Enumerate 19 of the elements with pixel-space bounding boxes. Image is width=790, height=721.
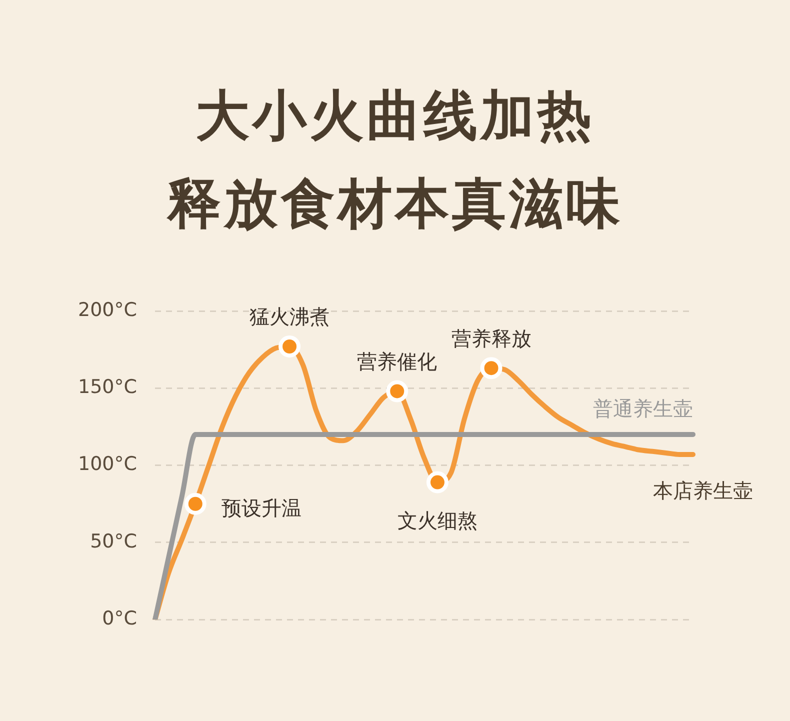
annotation: 营养释放 xyxy=(451,326,532,350)
point xyxy=(426,471,448,494)
annotation: 预设升温 xyxy=(221,496,302,520)
y-tick-label: 50°C xyxy=(90,530,138,552)
annotation: 文火细熬 xyxy=(397,508,478,532)
point xyxy=(386,380,408,402)
annotation: 猛火沸煮 xyxy=(250,304,330,329)
chart-title: 大小火曲线加热 xyxy=(194,83,596,149)
annotation: 营养催化 xyxy=(357,349,438,374)
point xyxy=(278,335,301,358)
series-label: 本店养生壶 xyxy=(653,478,753,503)
y-tick-label: 0°C xyxy=(102,608,138,630)
point xyxy=(184,492,206,515)
point xyxy=(480,357,502,380)
y-tick-label: 100°C xyxy=(78,453,138,476)
y-tick-label: 200°C xyxy=(78,298,138,321)
chart-subtitle: 释放食材本真滋味 xyxy=(166,171,624,237)
series-label: 普通养生壶 xyxy=(593,396,693,421)
y-tick-label: 150°C xyxy=(78,376,138,398)
